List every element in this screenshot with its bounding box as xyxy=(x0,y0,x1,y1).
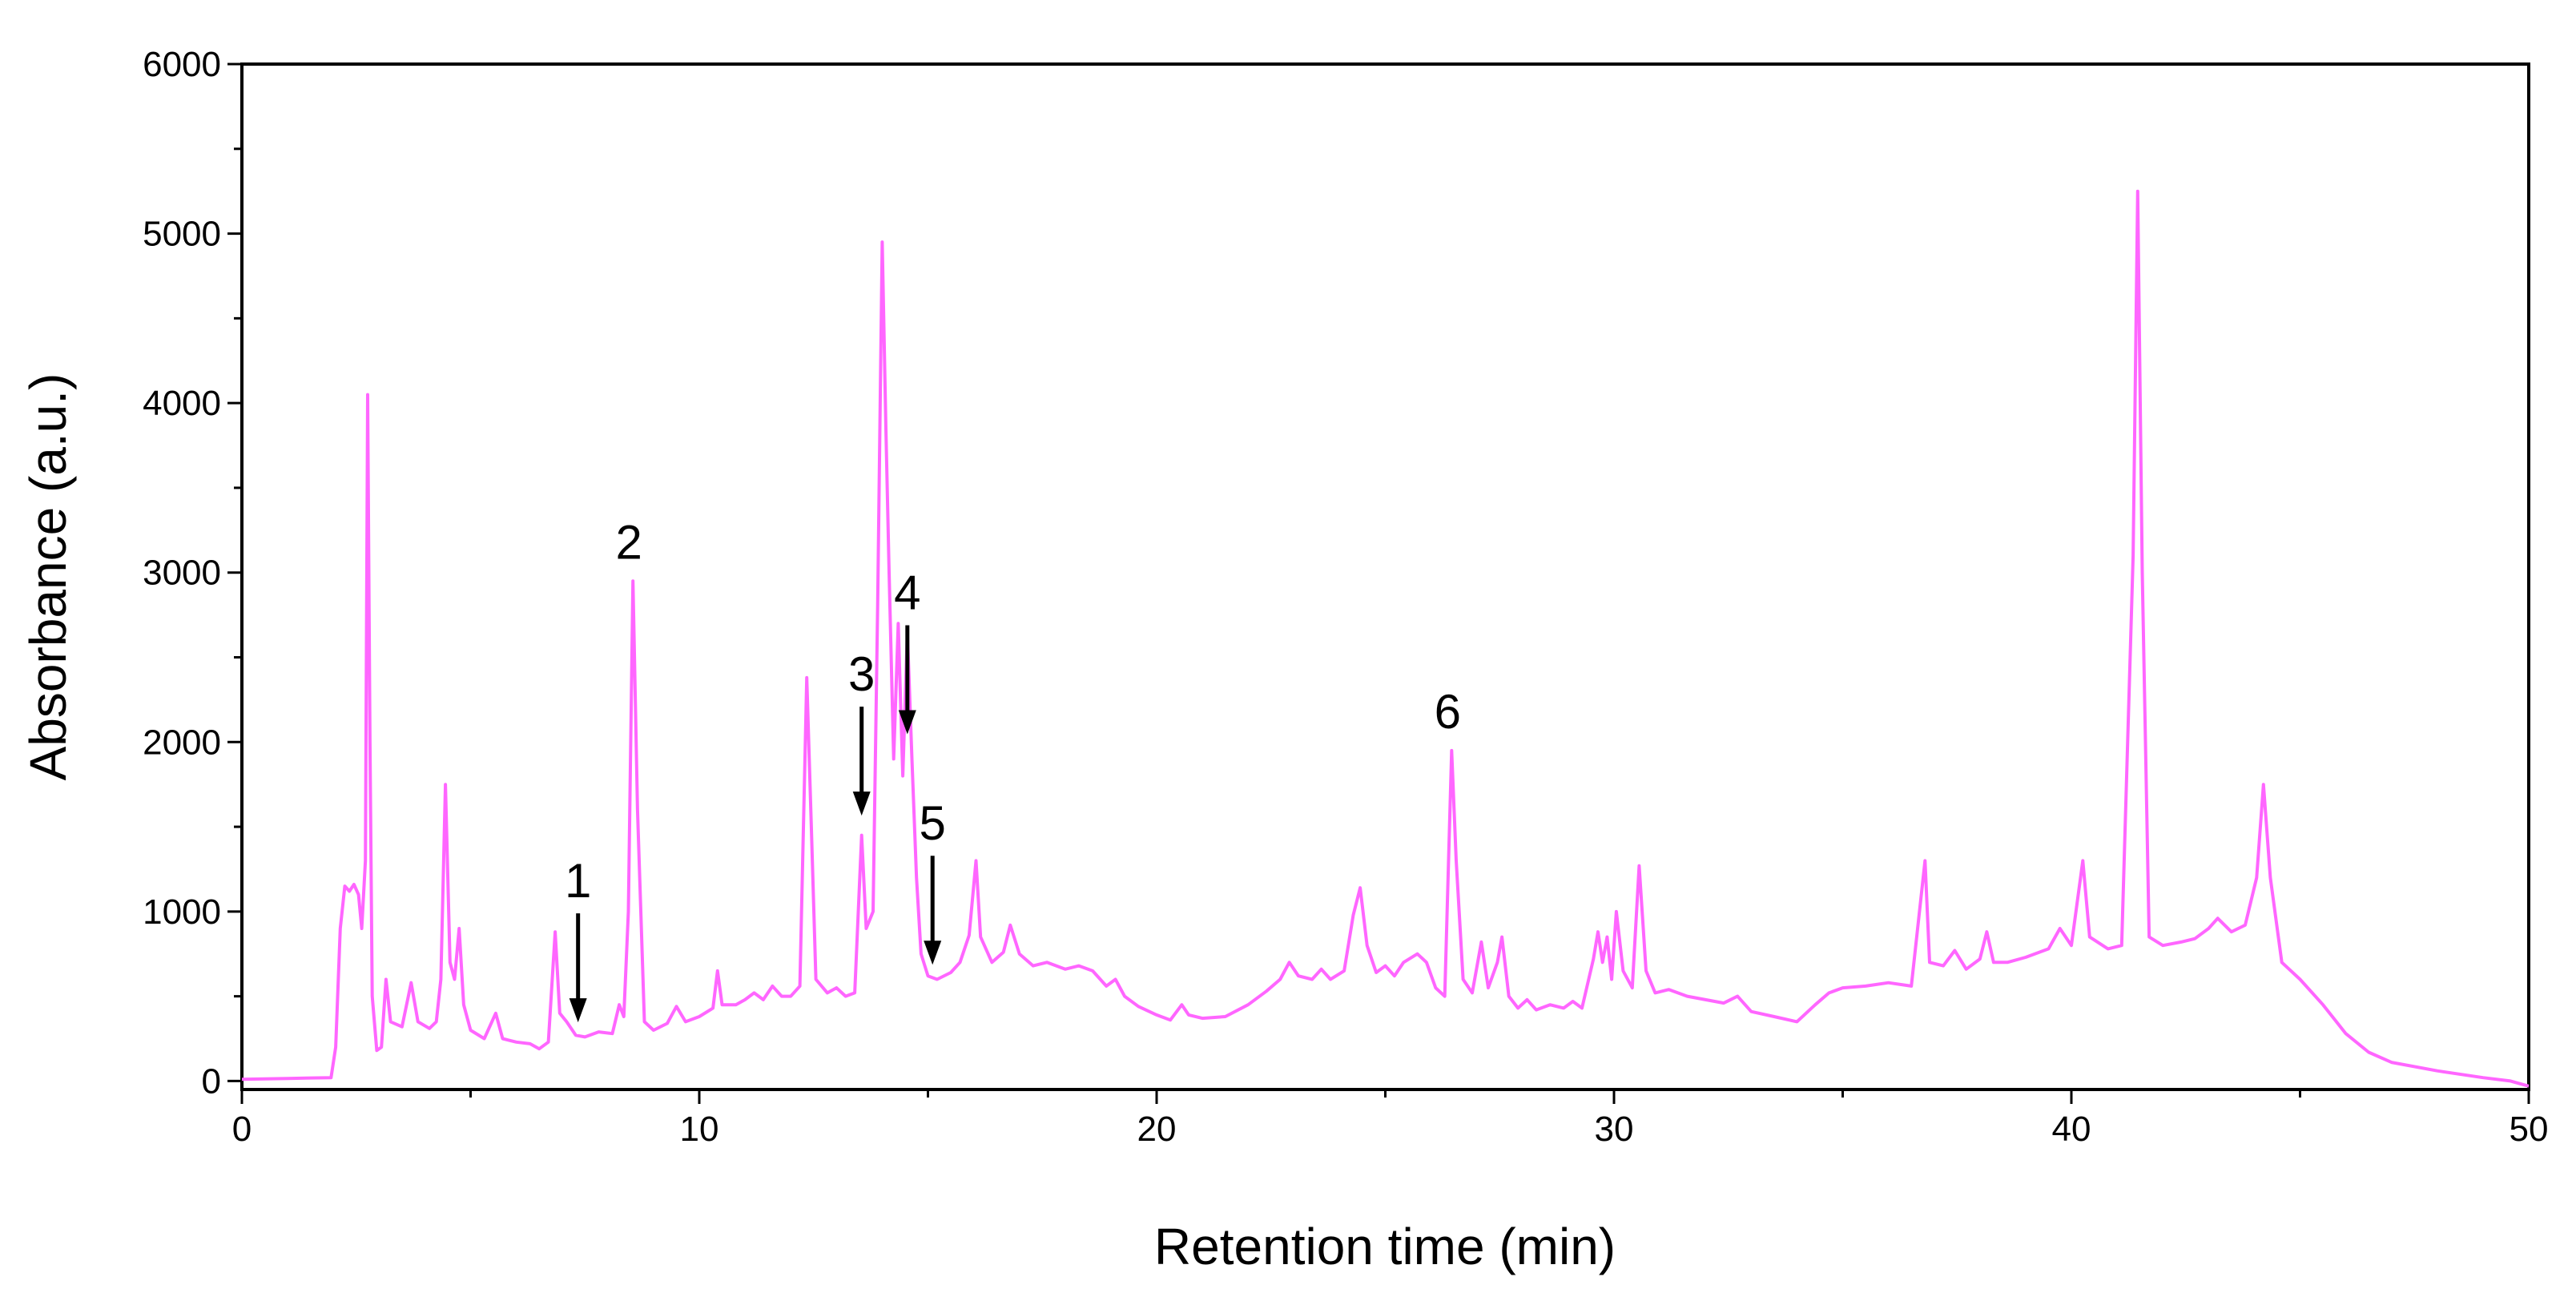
annotation-label: 5 xyxy=(920,796,946,850)
y-tick-label: 2000 xyxy=(143,723,221,762)
peak-annotation-3: 3 xyxy=(848,647,875,816)
annotation-arrow-head xyxy=(569,998,587,1023)
annotation-label: 6 xyxy=(1435,685,1461,739)
x-axis-title: Retention time (min) xyxy=(1154,1218,1616,1275)
x-tick-label: 40 xyxy=(2052,1110,2091,1149)
trace-layer xyxy=(241,189,2530,1088)
tick-labels: 0 10 20 30 40 50 0 1000 2000 3000 4000 5000 6000 xyxy=(143,45,2548,1149)
x-tick-label: 30 xyxy=(1595,1110,1634,1149)
annotation-arrow-head xyxy=(924,940,942,965)
peak-annotation-5: 5 xyxy=(920,796,946,965)
annotation-label: 1 xyxy=(565,854,591,908)
tick-marks xyxy=(227,62,2530,1104)
y-tick-label: 0 xyxy=(202,1061,221,1101)
x-tick-label: 10 xyxy=(680,1110,719,1149)
peak-annotations: 1 2 34 5 6 xyxy=(565,515,1461,1023)
annotation-arrow-head xyxy=(852,791,871,816)
y-tick-label: 1000 xyxy=(143,892,221,932)
plot-frame xyxy=(240,62,2530,1091)
y-tick-label: 4000 xyxy=(143,384,221,423)
absorbance-trace xyxy=(241,189,2530,1088)
annotation-label: 3 xyxy=(848,647,875,701)
annotation-label: 4 xyxy=(894,566,920,620)
y-tick-label: 5000 xyxy=(143,215,221,254)
x-tick-label: 50 xyxy=(2510,1110,2549,1149)
peak-annotation-6: 6 xyxy=(1435,685,1461,739)
peak-annotation-1: 1 xyxy=(565,854,591,1023)
peak-annotation-2: 2 xyxy=(616,515,642,569)
y-tick-label: 3000 xyxy=(143,554,221,593)
x-tick-label: 20 xyxy=(1137,1110,1177,1149)
annotation-arrow-head xyxy=(898,710,916,735)
y-tick-label: 6000 xyxy=(143,45,221,84)
peak-annotation-4: 4 xyxy=(894,566,920,735)
x-tick-label: 0 xyxy=(232,1110,252,1149)
annotation-label: 2 xyxy=(616,515,642,569)
y-axis-title: Absorbance (a.u.) xyxy=(19,373,77,781)
